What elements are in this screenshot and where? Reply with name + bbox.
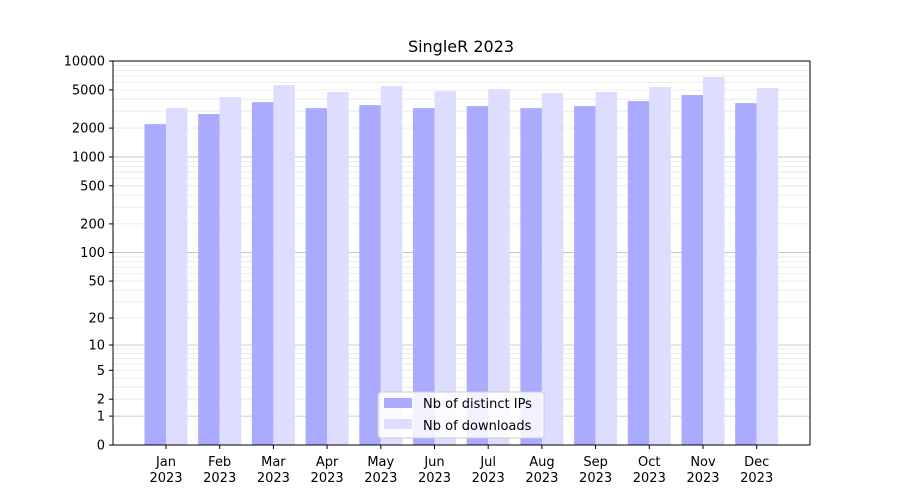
chart-title: SingleR 2023 — [408, 37, 514, 56]
x-tick-label-month: Feb — [208, 455, 231, 470]
legend-swatch-downloads — [384, 419, 412, 429]
y-tick-label: 1 — [97, 410, 105, 425]
bar-distinct-ips — [251, 102, 274, 446]
bar-distinct-ips — [520, 108, 542, 446]
plot-frame — [112, 60, 811, 446]
x-axis: Jan2023Feb2023Mar2023Apr2023May2023Jun20… — [149, 445, 773, 486]
x-tick-label-year: 2023 — [418, 471, 451, 486]
y-tick-label: 5 — [97, 364, 105, 379]
bar-distinct-ips — [198, 114, 220, 446]
x-tick-label-month: Mar — [261, 455, 286, 470]
bar-downloads — [327, 92, 349, 445]
bar-distinct-ips — [305, 108, 328, 446]
x-tick-label-month: Apr — [316, 455, 339, 470]
x-tick-label-month: Aug — [529, 455, 554, 470]
bars — [144, 77, 779, 446]
legend-box — [377, 391, 545, 439]
y-tick-label: 2000 — [72, 122, 105, 137]
legend-swatch-ips — [384, 398, 412, 408]
x-tick-label-year: 2023 — [472, 471, 505, 486]
x-tick-label-year: 2023 — [203, 471, 236, 486]
bar-downloads — [703, 77, 725, 445]
x-tick-label-year: 2023 — [525, 471, 558, 486]
x-tick-label-year: 2023 — [257, 471, 290, 486]
x-tick-label-year: 2023 — [686, 471, 719, 486]
bar-downloads — [488, 89, 510, 445]
bar-downloads — [166, 108, 188, 446]
x-tick-label-month: Sep — [583, 455, 608, 470]
x-tick-label-year: 2023 — [740, 471, 773, 486]
legend-label-downloads: Nb of downloads — [423, 419, 532, 434]
x-tick-label-month: Jun — [423, 455, 444, 470]
x-tick-label-year: 2023 — [633, 471, 666, 486]
bar-distinct-ips — [413, 108, 435, 446]
x-tick-label-year: 2023 — [311, 471, 344, 486]
y-tick-label: 5000 — [72, 83, 105, 98]
bar-distinct-ips — [359, 105, 381, 445]
y-tick-label: 50 — [88, 275, 105, 290]
bar-distinct-ips — [144, 124, 166, 445]
y-tick-label: 20 — [88, 312, 105, 327]
y-tick-label: 10 — [88, 339, 105, 354]
bar-downloads — [649, 87, 671, 445]
legend-label-ips: Nb of distinct IPs — [423, 397, 532, 412]
y-tick-label: 200 — [80, 217, 105, 232]
bar-downloads — [380, 86, 403, 445]
x-tick-label-month: Jan — [155, 455, 176, 470]
y-tick-label: 10000 — [64, 55, 105, 70]
bar-downloads — [273, 85, 295, 445]
bar-distinct-ips — [681, 95, 703, 446]
y-tick-label: 2 — [97, 393, 105, 408]
bar-downloads — [219, 97, 242, 445]
y-tick-label: 100 — [80, 246, 105, 261]
y-tick-label: 1000 — [72, 150, 105, 165]
x-tick-label-year: 2023 — [364, 471, 397, 486]
bar-distinct-ips — [735, 103, 757, 445]
x-tick-label-year: 2023 — [579, 471, 612, 486]
x-tick-label-month: Dec — [744, 455, 769, 470]
bar-downloads — [595, 92, 618, 445]
bar-distinct-ips — [466, 106, 489, 445]
x-tick-label-month: Jul — [479, 455, 496, 470]
y-tick-label: 0 — [97, 439, 105, 454]
bar-distinct-ips — [574, 106, 596, 445]
legend: Nb of distinct IPs Nb of downloads — [377, 391, 545, 439]
x-tick-label-month: Oct — [638, 455, 660, 470]
y-axis: 0 1 2 5 10 20 50 100 200 500 1000 2000 5000 10000 — [64, 55, 113, 454]
x-tick-label-year: 2023 — [149, 471, 182, 486]
bar-downloads — [434, 91, 456, 445]
bar-downloads — [541, 93, 564, 445]
x-tick-label-month: Nov — [690, 455, 716, 470]
x-tick-label-month: May — [367, 455, 394, 470]
bar-distinct-ips — [627, 101, 650, 445]
bar-downloads — [756, 88, 779, 445]
y-tick-label: 500 — [80, 179, 105, 194]
